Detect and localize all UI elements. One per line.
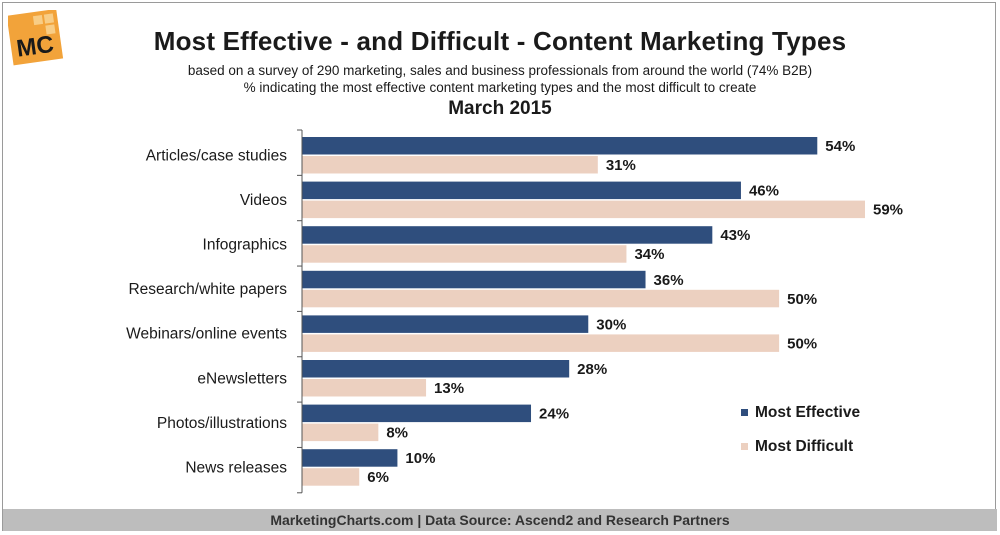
most-effective-bar bbox=[302, 404, 532, 423]
category-label: Research/white papers bbox=[128, 281, 287, 298]
data-label: 6% bbox=[367, 469, 389, 486]
footer-source: MarketingCharts.com | Data Source: Ascen… bbox=[3, 509, 997, 531]
logo-text: MC bbox=[15, 31, 56, 63]
most-effective-bar bbox=[302, 270, 646, 289]
most-effective-bar bbox=[302, 181, 741, 200]
legend-label: Most Effective bbox=[755, 404, 860, 421]
most-effective-bar bbox=[302, 360, 570, 378]
chart-date: March 2015 bbox=[448, 98, 552, 119]
data-label: 43% bbox=[720, 227, 750, 244]
category-label: Infographics bbox=[203, 236, 288, 253]
data-label: 10% bbox=[405, 450, 435, 467]
category-label: Articles/case studies bbox=[146, 147, 288, 164]
most-difficult-bar bbox=[302, 423, 379, 442]
data-label: 31% bbox=[606, 157, 636, 174]
data-label: 50% bbox=[787, 291, 817, 308]
most-effective-bar bbox=[302, 226, 713, 244]
category-label: Photos/illustrations bbox=[157, 415, 287, 432]
most-difficult-bar bbox=[302, 245, 627, 263]
category-label: Videos bbox=[240, 192, 287, 209]
category-label: News releases bbox=[185, 459, 287, 476]
data-label: 24% bbox=[539, 406, 569, 423]
chart-title: Most Effective - and Difficult - Content… bbox=[153, 26, 847, 56]
legend-swatch-most-difficult bbox=[741, 443, 748, 450]
chart-subtitle-line2: % indicating the most effective content … bbox=[243, 80, 757, 95]
most-effective-bar bbox=[302, 315, 589, 333]
category-label: Webinars/online events bbox=[126, 326, 287, 343]
data-label: 36% bbox=[654, 272, 684, 289]
data-label: 50% bbox=[787, 335, 817, 352]
most-difficult-bar bbox=[302, 289, 780, 308]
data-label: 59% bbox=[873, 202, 903, 219]
data-label: 8% bbox=[386, 425, 408, 442]
most-difficult-bar bbox=[302, 468, 360, 486]
most-effective-bar bbox=[302, 449, 398, 467]
logo-grid-block bbox=[43, 13, 54, 24]
chart-subtitle-line1: based on a survey of 290 marketing, sale… bbox=[187, 63, 813, 78]
logo-grid-block bbox=[32, 14, 44, 26]
most-difficult-bar bbox=[302, 200, 865, 219]
legend-label: Most Difficult bbox=[755, 438, 853, 455]
data-label: 34% bbox=[634, 246, 664, 263]
data-label: 54% bbox=[825, 138, 855, 155]
most-effective-bar bbox=[302, 137, 818, 155]
data-label: 30% bbox=[596, 316, 626, 333]
legend-swatch-most-effective bbox=[741, 409, 748, 416]
data-label: 46% bbox=[749, 183, 779, 200]
data-label: 28% bbox=[577, 361, 607, 378]
data-label: 13% bbox=[434, 380, 464, 397]
marketingcharts-logo: MC bbox=[8, 10, 64, 66]
most-difficult-bar bbox=[302, 156, 598, 174]
category-label: eNewsletters bbox=[197, 370, 287, 387]
most-difficult-bar bbox=[302, 334, 780, 352]
most-difficult-bar bbox=[302, 379, 427, 397]
logo-grid-block bbox=[45, 24, 56, 35]
